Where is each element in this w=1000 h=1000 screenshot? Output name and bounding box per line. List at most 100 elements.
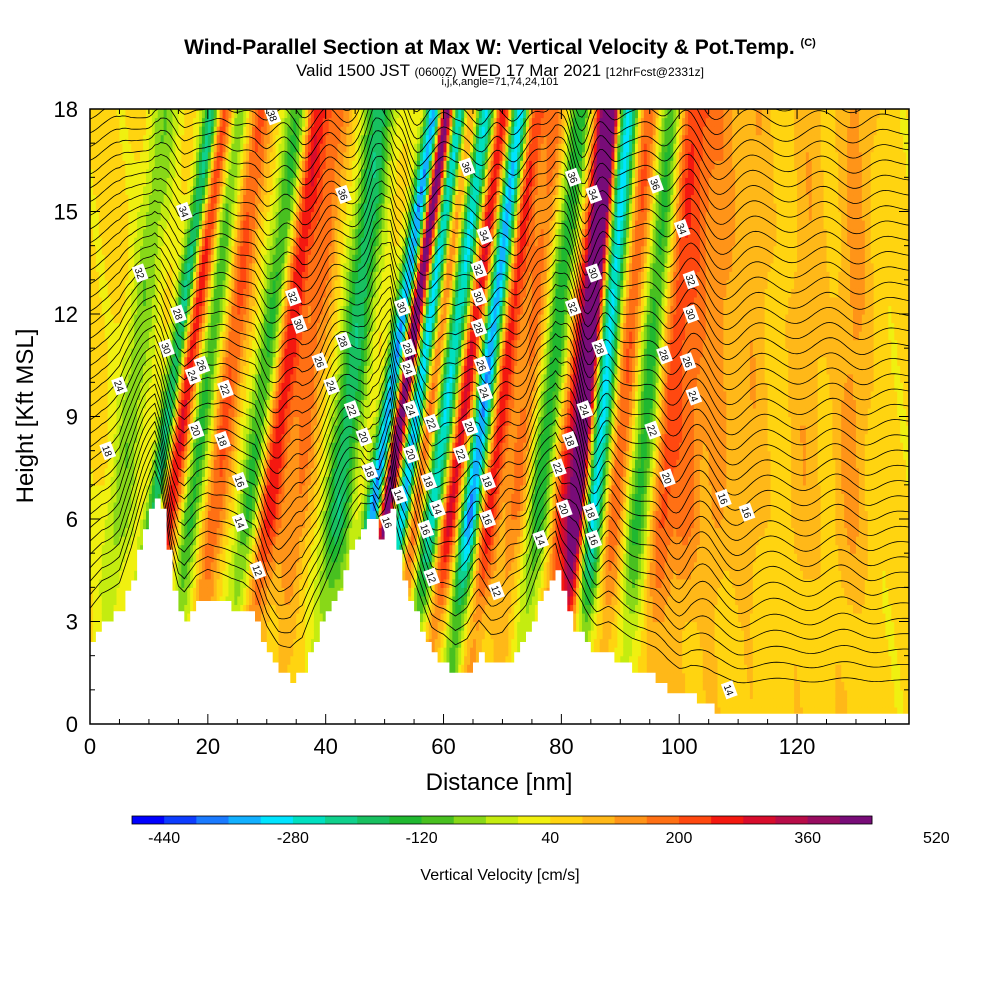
velocity-cell bbox=[148, 194, 153, 204]
velocity-cell bbox=[148, 202, 153, 213]
velocity-cell bbox=[104, 254, 109, 264]
velocity-cell bbox=[90, 553, 94, 563]
velocity-cell bbox=[104, 245, 109, 255]
velocity-cell bbox=[151, 348, 156, 358]
velocity-cell bbox=[193, 484, 197, 494]
velocity-cell bbox=[178, 296, 182, 307]
velocity-cell bbox=[184, 296, 188, 307]
velocity-cell bbox=[95, 202, 100, 213]
velocity-cell bbox=[101, 202, 106, 213]
velocity-cell bbox=[151, 450, 156, 460]
velocity-cell bbox=[137, 177, 141, 187]
velocity-cell bbox=[95, 484, 100, 494]
velocity-cell bbox=[116, 595, 121, 606]
velocity-cell bbox=[110, 314, 115, 324]
velocity-cell bbox=[175, 271, 179, 281]
velocity-cell bbox=[110, 604, 115, 614]
velocity-cell bbox=[166, 459, 171, 469]
velocity-cell bbox=[98, 561, 103, 571]
velocity-cell bbox=[95, 177, 100, 187]
velocity-cell bbox=[90, 271, 94, 281]
velocity-cell bbox=[181, 220, 185, 230]
velocity-cell bbox=[128, 271, 132, 281]
velocity-cell bbox=[184, 553, 188, 563]
velocity-cell bbox=[190, 237, 194, 247]
velocity-cell bbox=[122, 519, 126, 529]
velocity-cell bbox=[184, 612, 188, 623]
velocity-cell bbox=[160, 109, 165, 119]
velocity-cell bbox=[137, 510, 141, 520]
velocity-cell bbox=[166, 527, 171, 537]
velocity-cell bbox=[131, 177, 135, 187]
velocity-cell bbox=[163, 356, 168, 366]
velocity-cell bbox=[95, 194, 100, 204]
velocity-cell bbox=[101, 390, 106, 401]
velocity-cell bbox=[137, 433, 141, 443]
velocity-cell bbox=[190, 305, 194, 315]
velocity-cell bbox=[169, 245, 174, 255]
velocity-cell bbox=[92, 151, 97, 161]
velocity-cell bbox=[116, 339, 121, 349]
velocity-cell bbox=[90, 578, 94, 588]
velocity-cell bbox=[98, 262, 103, 272]
velocity-cell bbox=[116, 211, 121, 221]
velocity-cell bbox=[187, 527, 191, 537]
velocity-cell bbox=[169, 476, 174, 486]
velocity-cell bbox=[166, 305, 171, 315]
velocity-cell bbox=[175, 390, 179, 401]
velocity-cell bbox=[95, 595, 100, 606]
velocity-cell bbox=[151, 151, 156, 161]
velocity-cell bbox=[104, 220, 109, 230]
velocity-cell bbox=[145, 322, 150, 332]
velocity-cell bbox=[110, 399, 115, 409]
velocity-cell bbox=[122, 373, 126, 383]
velocity-cell bbox=[196, 296, 200, 307]
velocity-cell bbox=[119, 254, 124, 264]
velocity-cell bbox=[184, 143, 188, 153]
velocity-cell bbox=[116, 185, 121, 196]
velocity-cell bbox=[128, 185, 132, 196]
velocity-cell bbox=[184, 604, 188, 614]
velocity-cell bbox=[140, 160, 144, 170]
velocity-cell bbox=[116, 202, 121, 213]
velocity-cell bbox=[178, 595, 182, 606]
velocity-cell bbox=[119, 365, 124, 375]
velocity-cell bbox=[187, 544, 191, 554]
velocity-cell bbox=[190, 476, 194, 486]
velocity-cell bbox=[116, 459, 121, 469]
velocity-cell bbox=[107, 493, 112, 503]
velocity-cell bbox=[193, 570, 197, 580]
velocity-cell bbox=[181, 134, 185, 144]
velocity-cell bbox=[143, 484, 147, 494]
velocity-cell bbox=[140, 143, 144, 153]
velocity-cell bbox=[134, 296, 138, 307]
velocity-cell bbox=[151, 493, 156, 503]
velocity-cell bbox=[119, 202, 124, 213]
velocity-cell bbox=[196, 578, 200, 588]
velocity-cell bbox=[169, 296, 174, 307]
velocity-cell bbox=[157, 296, 162, 307]
velocity-cell bbox=[119, 296, 124, 307]
velocity-cell bbox=[169, 510, 174, 520]
velocity-cell bbox=[116, 476, 121, 486]
velocity-cell bbox=[107, 373, 112, 383]
velocity-cell bbox=[184, 126, 188, 136]
velocity-cell bbox=[172, 220, 177, 230]
velocity-cell bbox=[90, 151, 94, 161]
velocity-cell bbox=[113, 373, 118, 383]
velocity-cell bbox=[125, 425, 129, 435]
velocity-cell bbox=[143, 373, 147, 383]
velocity-cell bbox=[160, 331, 165, 341]
velocity-cell bbox=[157, 416, 162, 426]
velocity-cell bbox=[122, 220, 126, 230]
velocity-cell bbox=[92, 493, 97, 503]
velocity-cell bbox=[125, 476, 129, 486]
velocity-cell bbox=[104, 433, 109, 443]
velocity-cell bbox=[92, 314, 97, 324]
velocity-cell bbox=[169, 450, 174, 460]
velocity-cell bbox=[196, 527, 200, 537]
velocity-cell bbox=[128, 279, 132, 289]
velocity-cell bbox=[193, 177, 197, 187]
velocity-cell bbox=[193, 604, 197, 614]
velocity-cell bbox=[196, 271, 200, 281]
